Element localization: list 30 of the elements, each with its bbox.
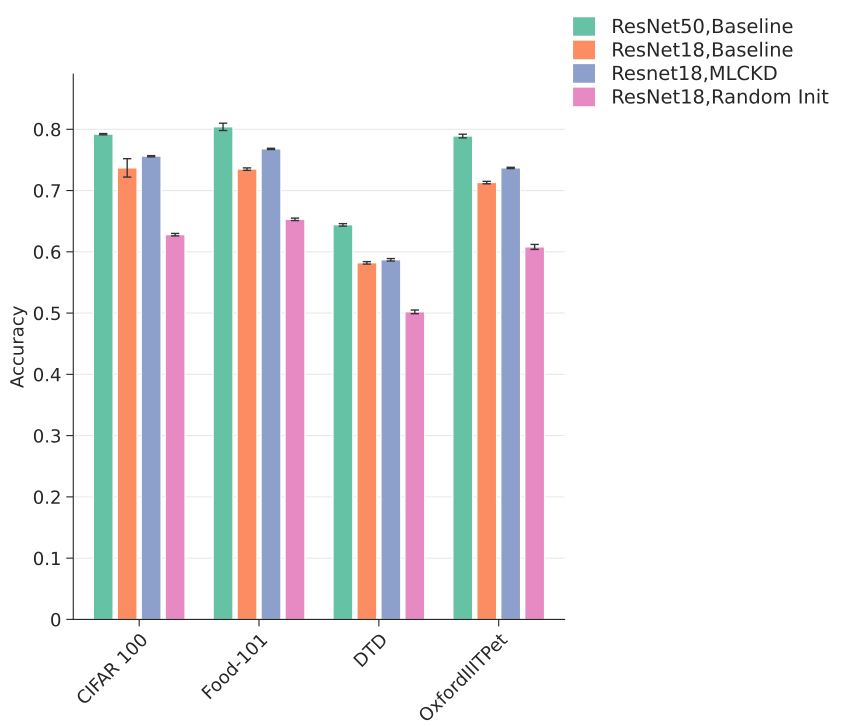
bar xyxy=(404,311,426,620)
legend-label: Resnet18,MLCKD xyxy=(613,66,777,82)
bar xyxy=(452,135,474,620)
y-tick-label: 0.5 xyxy=(34,306,60,320)
bar xyxy=(164,234,186,620)
y-tick-label: 0.3 xyxy=(34,429,60,443)
bar xyxy=(212,126,234,620)
bar xyxy=(116,167,138,620)
y-tick-label: 0.8 xyxy=(34,122,60,136)
y-tick-label: 0 xyxy=(51,612,60,627)
bar xyxy=(284,218,306,620)
bar xyxy=(380,259,402,620)
bar xyxy=(236,168,258,620)
legend-label: ResNet18,Baseline xyxy=(613,42,792,59)
bar xyxy=(260,148,282,620)
legend-label: ResNet18,Random Init xyxy=(613,88,828,106)
bar xyxy=(332,224,354,620)
bar xyxy=(92,134,114,620)
y-tick-label: 0.2 xyxy=(34,490,60,504)
bar xyxy=(356,262,378,620)
y-axis-title: Accuracy xyxy=(10,306,28,388)
y-tick-label: 0.4 xyxy=(34,368,60,382)
bar xyxy=(140,156,162,620)
bar xyxy=(524,246,546,620)
y-tick-label: 0.1 xyxy=(34,552,60,566)
y-tick-label: 0.6 xyxy=(34,245,60,259)
bar xyxy=(476,182,498,620)
bar xyxy=(500,167,522,620)
y-tick-label: 0.7 xyxy=(34,184,60,198)
legend-label: ResNet50,Baseline xyxy=(613,18,792,36)
